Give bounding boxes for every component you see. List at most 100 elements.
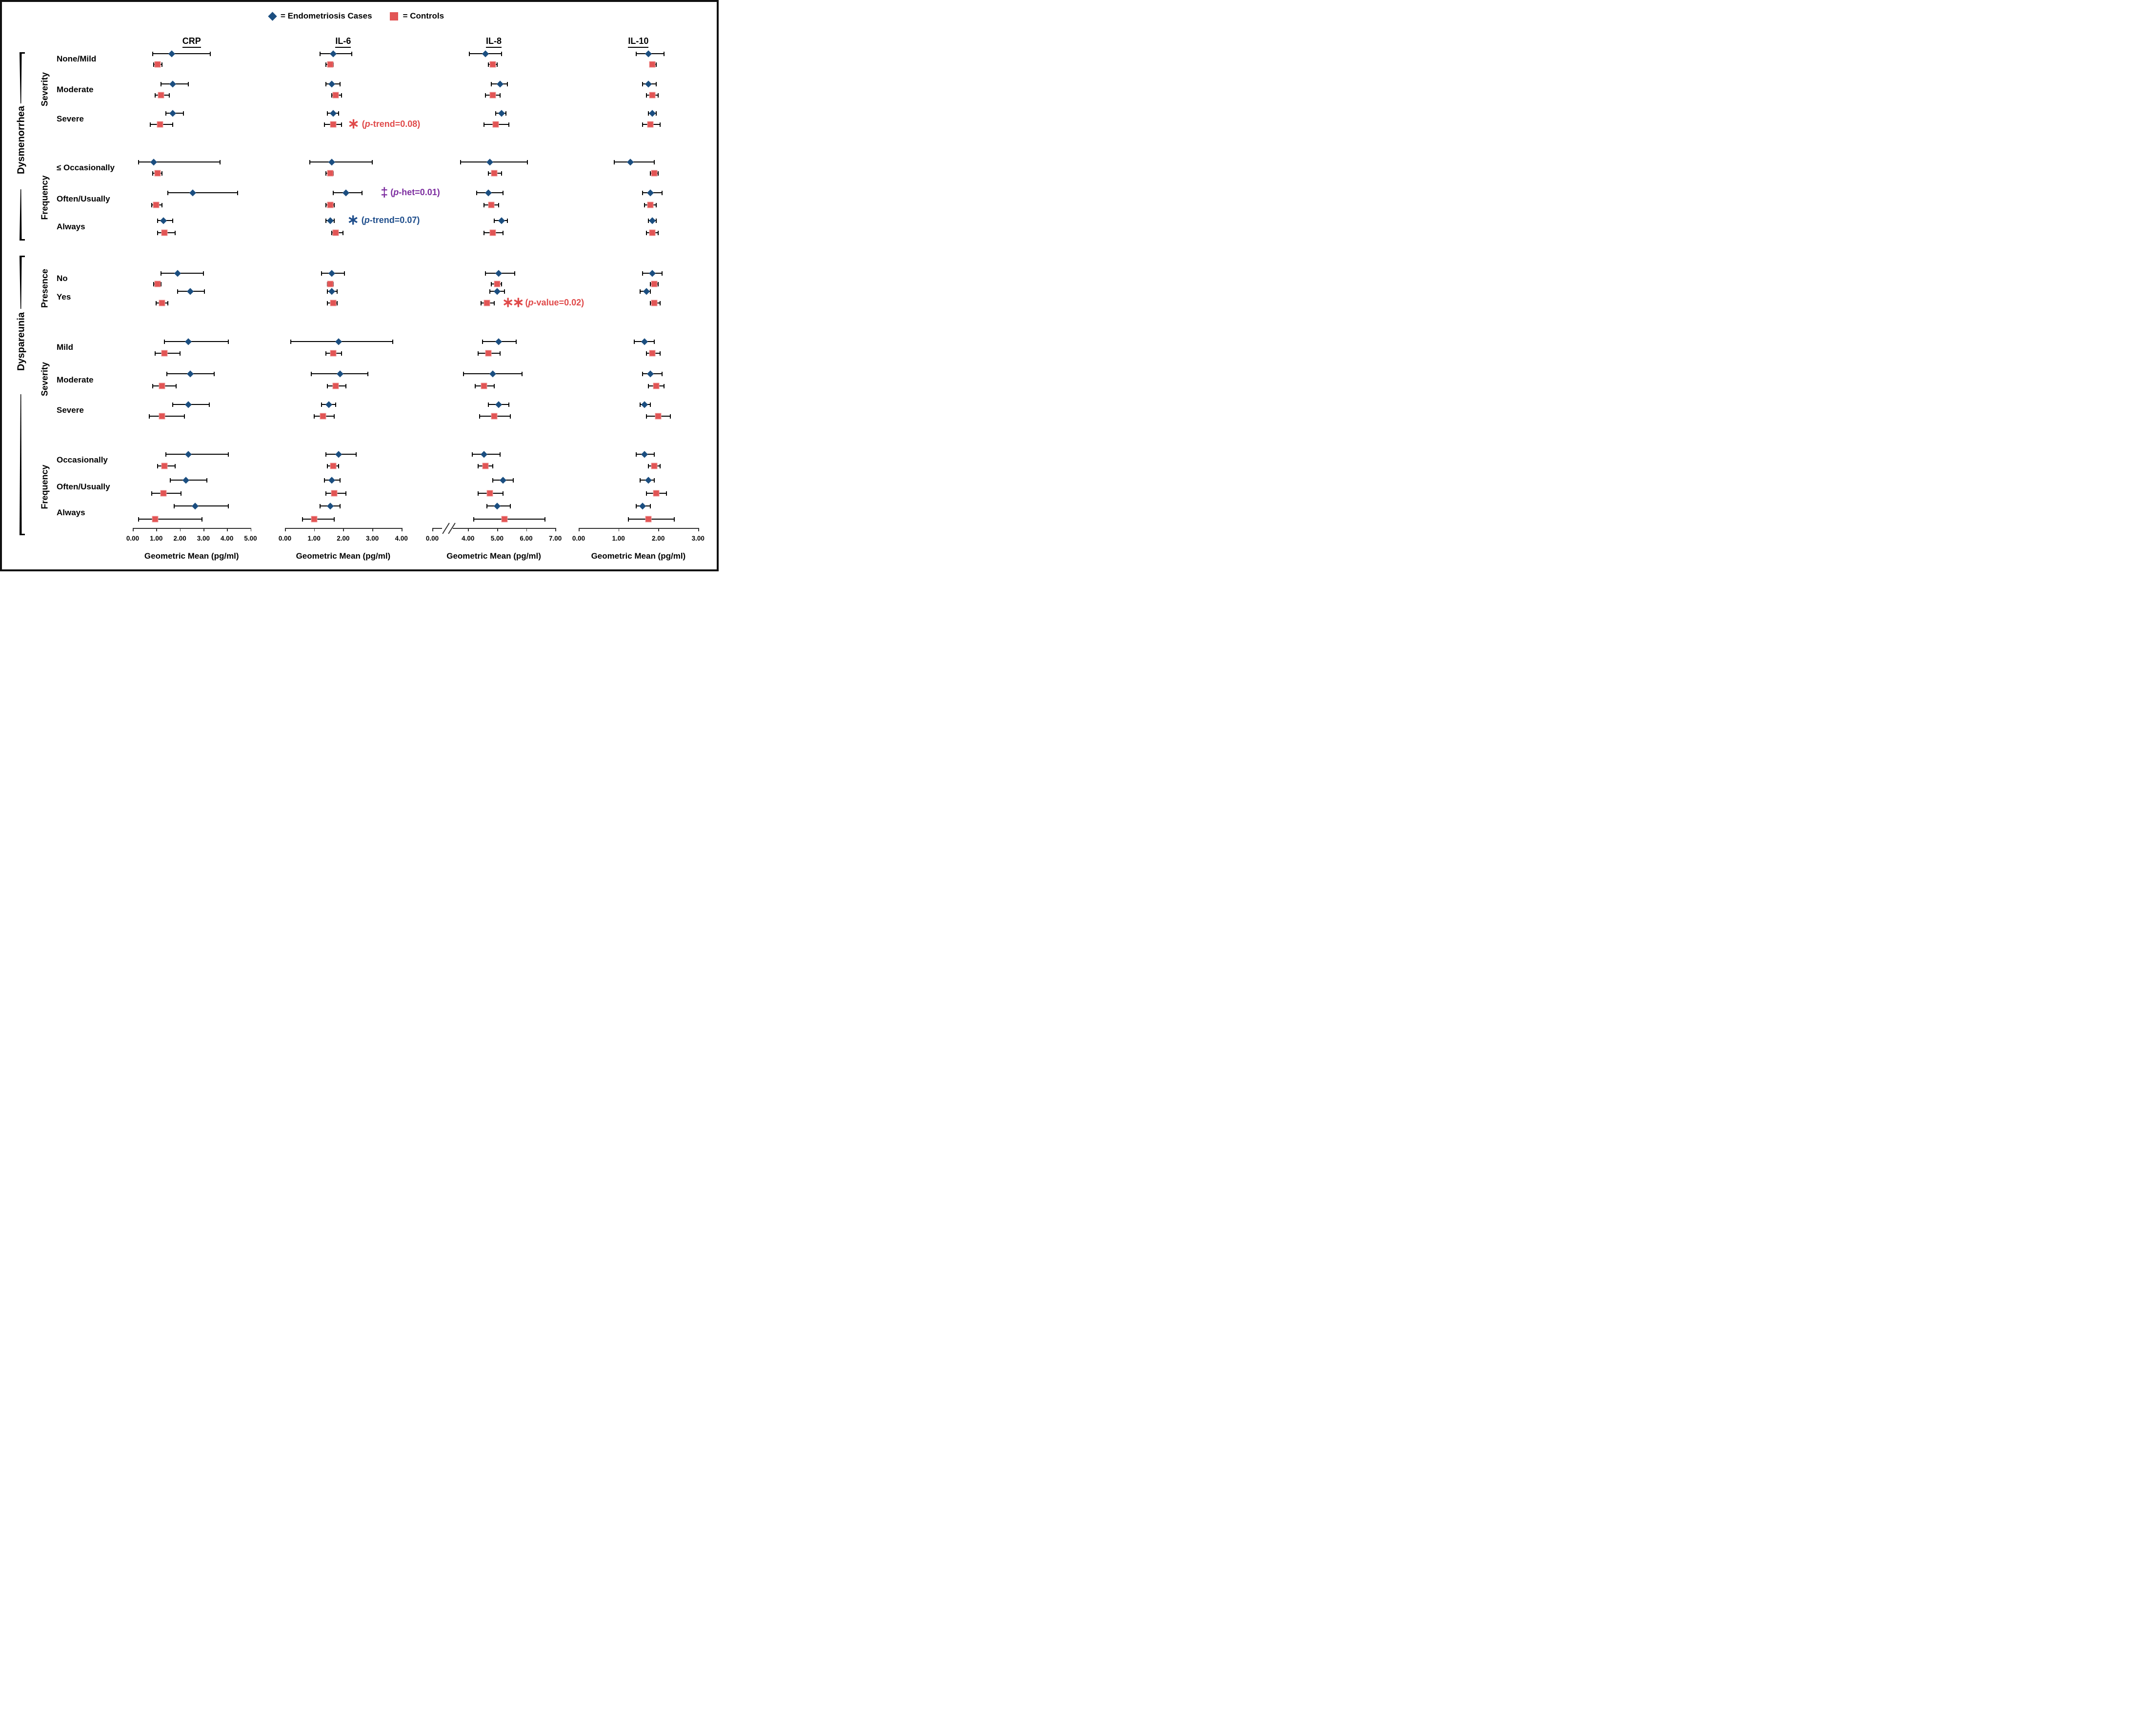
il-10-mild-controls-ci-cap-hi xyxy=(660,351,661,356)
annotation-text: (p-het=0.01) xyxy=(390,187,440,198)
il-6-severe-controls-ci-cap-lo xyxy=(323,122,325,127)
il-6-always-cases-ci-cap-hi xyxy=(340,504,341,508)
crp-yes-controls-marker xyxy=(159,300,165,306)
il-6-moderate-cases-marker xyxy=(328,81,335,87)
subgroup-label-dyspareunia-presence: Presence xyxy=(40,268,50,308)
il-6-often-usually-cases-ci-cap-lo xyxy=(332,190,334,195)
il-10-always-controls-ci-cap-hi xyxy=(673,517,675,522)
subgroup-label-dyspareunia-severity: Severity xyxy=(40,362,50,396)
il-6-always-cases-marker xyxy=(326,217,334,224)
il-10-often-usually-cases-marker xyxy=(645,477,652,484)
il-8-often-usually-controls-ci-cap-lo xyxy=(478,491,479,496)
il-8-occasionally-controls-marker xyxy=(482,463,489,469)
il-8-no-controls-marker xyxy=(494,281,501,287)
row-label-always-13: Always xyxy=(57,507,85,517)
il-6-yes-controls-ci-cap-lo xyxy=(326,301,328,305)
il-6-moderate-controls-marker xyxy=(332,92,339,99)
crp-always-controls-marker xyxy=(152,516,159,523)
annotation-text: (p-trend=0.07) xyxy=(361,215,420,225)
crp-always-controls-ci-cap-hi xyxy=(174,230,176,235)
il-6-often-usually-controls-ci-cap-hi xyxy=(334,202,335,207)
crp-severe-cases-ci-cap-lo xyxy=(172,402,174,407)
il-6-mild-cases-ci-cap-hi xyxy=(392,339,393,344)
crp-often-usually-controls-ci-cap-hi xyxy=(161,202,163,207)
crp-occasionally-cases-ci xyxy=(139,161,220,162)
crp-always-cases-ci-cap-hi xyxy=(172,218,174,223)
il-6-occasionally-cases-marker xyxy=(328,159,335,165)
il-8-often-usually-controls-marker xyxy=(488,202,495,208)
il-10-often-usually-cases-ci-cap-hi xyxy=(654,478,655,483)
il-8-severe-cases-marker xyxy=(498,110,505,117)
il-8-occasionally-controls-marker xyxy=(491,170,498,177)
il-10-moderate-controls-ci-cap-hi xyxy=(664,383,665,388)
annotation-text: (p-trend=0.08) xyxy=(362,119,421,129)
crp-moderate-cases-marker xyxy=(187,370,194,377)
il-6-often-usually-controls-marker xyxy=(327,202,334,208)
il-8-yes-cases-ci-cap-lo xyxy=(489,289,490,294)
il-10-moderate-controls-ci-cap-lo xyxy=(645,93,647,98)
il-10-always-cases-marker xyxy=(649,217,656,224)
annotation-p-value-0-02: ∗∗ (p-value=0.02) xyxy=(502,296,584,309)
panel-header-il-8: IL-8 xyxy=(486,36,502,48)
il-10-always-cases-marker xyxy=(639,503,646,509)
crp-mild-cases-marker xyxy=(184,338,192,345)
x-axis-tick-il-10-2 xyxy=(658,528,659,531)
il-10-often-usually-controls-ci-cap-lo xyxy=(644,202,645,207)
il-8-no-cases-ci-cap-lo xyxy=(485,271,486,276)
subgroup-label-dysmenorrhea-severity: Severity xyxy=(40,72,50,106)
il-6-always-controls-ci-cap-lo xyxy=(302,517,303,522)
il-8-moderate-controls-ci-cap-lo xyxy=(475,383,476,388)
il-10-no-controls-ci-cap-lo xyxy=(649,282,651,286)
il-10-often-usually-cases-marker xyxy=(647,189,654,196)
crp-always-cases-marker xyxy=(160,217,167,224)
il-8-occasionally-cases-ci-cap-lo xyxy=(472,452,473,457)
x-axis-tick-il-6-1 xyxy=(314,528,315,531)
il-10-occasionally-controls-ci-cap-lo xyxy=(649,171,651,176)
il-6-yes-controls-ci-cap-hi xyxy=(337,301,338,305)
il-8-severe-cases-ci-cap-lo xyxy=(495,111,496,116)
il-10-often-usually-controls-marker xyxy=(653,490,660,497)
crp-none-mild-controls-marker xyxy=(154,61,161,68)
il-10-yes-cases-marker xyxy=(643,288,650,295)
crp-moderate-controls-ci-cap-lo xyxy=(154,93,156,98)
il-10-no-cases-marker xyxy=(649,270,656,277)
il-6-moderate-cases-marker xyxy=(337,370,344,377)
crp-severe-cases-ci-cap-hi xyxy=(182,111,184,116)
crp-often-usually-cases-marker xyxy=(182,477,189,484)
il-6-often-usually-cases-marker xyxy=(328,477,335,484)
il-6-moderate-controls-ci-cap-lo xyxy=(326,383,328,388)
crp-occasionally-controls-ci-cap-hi xyxy=(161,171,163,176)
crp-often-usually-cases-ci xyxy=(168,192,238,193)
il-10-severe-controls-ci-cap-hi xyxy=(660,122,661,127)
il-10-occasionally-cases-ci xyxy=(614,161,655,162)
il-6-no-cases-ci-cap-lo xyxy=(321,271,322,276)
row-label-none-mild-0: None/Mild xyxy=(57,54,97,63)
il-6-severe-cases-marker xyxy=(325,401,332,408)
il-8-always-controls-marker xyxy=(489,229,496,236)
crp-severe-controls-ci-cap-lo xyxy=(148,414,150,419)
crp-mild-controls-ci-cap-hi xyxy=(179,351,181,356)
il-8-mild-controls-ci-cap-lo xyxy=(478,351,479,356)
crp-yes-controls-ci-cap-hi xyxy=(167,301,169,305)
crp-no-cases-ci xyxy=(161,273,203,274)
crp-occasionally-cases-marker xyxy=(184,451,192,458)
il-8-occasionally-controls-ci-cap-hi xyxy=(501,171,502,176)
crp-severe-controls-marker xyxy=(159,413,165,420)
x-axis-tick-il-8-4 xyxy=(468,528,469,531)
il-10-severe-cases-ci-cap-lo xyxy=(647,111,649,116)
crp-severe-cases-marker xyxy=(169,110,176,117)
il-8-occasionally-controls-ci-cap-hi xyxy=(492,464,493,468)
il-10-often-usually-cases-ci-cap-hi xyxy=(662,190,663,195)
annotation-p-het-0-01: ‡ (p-het=0.01) xyxy=(381,186,440,199)
il-10-no-controls-marker xyxy=(651,281,658,287)
crp-occasionally-cases-ci-cap-lo xyxy=(165,452,166,457)
il-10-no-cases-ci-cap-hi xyxy=(662,271,663,276)
il-6-occasionally-cases-ci-cap-hi xyxy=(372,160,373,164)
il-8-moderate-cases-marker xyxy=(489,370,496,377)
il-10-occasionally-cases-ci-cap-lo xyxy=(636,452,637,457)
il-6-severe-cases-ci-cap-lo xyxy=(326,111,328,116)
crp-none-mild-controls-ci-cap-hi xyxy=(161,62,163,67)
il-10-severe-cases-ci-cap-lo xyxy=(640,402,641,407)
annotation-p-trend-0-07: ∗ (p-trend=0.07) xyxy=(347,213,420,227)
crp-often-usually-controls-ci-cap-lo xyxy=(151,491,152,496)
